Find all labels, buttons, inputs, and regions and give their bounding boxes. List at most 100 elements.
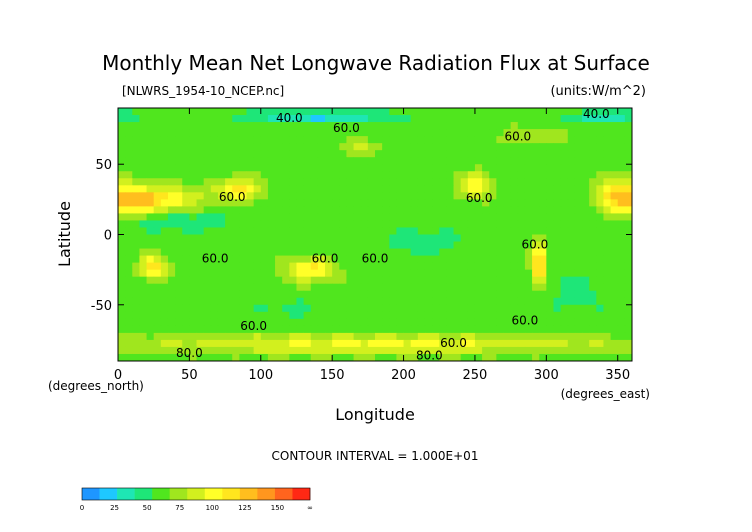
heatmap-cell [389, 143, 397, 151]
heatmap-cell [439, 213, 447, 221]
heatmap-cell [132, 143, 140, 151]
heatmap-cell [610, 199, 619, 207]
heatmap-cell [396, 262, 404, 271]
heatmap-cell [125, 143, 133, 151]
heatmap-cell [175, 311, 183, 320]
heatmap-cell [417, 143, 426, 151]
heatmap-cell [225, 122, 233, 130]
heatmap-cell [367, 332, 376, 341]
heatmap-cell [225, 283, 233, 292]
heatmap-cell [524, 122, 533, 130]
heatmap-cell [317, 234, 326, 242]
heatmap-cell [567, 136, 576, 144]
heatmap-cell [260, 171, 269, 179]
heatmap-cell [567, 318, 576, 327]
heatmap-cell [460, 129, 469, 137]
heatmap-cell [375, 150, 383, 158]
heatmap-cell [396, 185, 404, 193]
heatmap-cell [225, 213, 233, 221]
heatmap-cell [289, 178, 297, 186]
heatmap-cell [624, 157, 633, 165]
heatmap-cell [482, 339, 490, 348]
heatmap-cell [539, 346, 547, 355]
heatmap-cell [317, 325, 326, 334]
heatmap-cell [339, 346, 347, 355]
heatmap-cell [396, 325, 404, 334]
heatmap-cell [624, 283, 633, 292]
heatmap-cell [382, 129, 390, 137]
heatmap-cell [446, 311, 454, 320]
heatmap-cell [574, 171, 583, 179]
heatmap-cell [453, 283, 462, 292]
heatmap-cell [439, 283, 447, 292]
heatmap-cell [553, 192, 562, 200]
heatmap-cell [203, 325, 212, 334]
heatmap-cell [410, 129, 419, 137]
heatmap-cell [524, 220, 533, 228]
heatmap-cell [474, 304, 483, 313]
heatmap-cell [289, 164, 297, 172]
heatmap-cell [332, 213, 340, 221]
heatmap-cell [396, 255, 404, 264]
heatmap-cell [275, 171, 283, 179]
heatmap-cell [560, 283, 569, 292]
heatmap-cell [310, 262, 319, 271]
heatmap-cell [503, 304, 512, 313]
heatmap-cell [175, 283, 183, 292]
heatmap-cell [567, 129, 576, 137]
heatmap-cell [453, 311, 462, 320]
heatmap-cell [260, 353, 269, 362]
heatmap-cell [325, 213, 333, 221]
heatmap-cell [175, 318, 183, 327]
heatmap-cell [232, 199, 240, 207]
heatmap-cell [396, 311, 404, 320]
heatmap-cell [567, 108, 576, 116]
heatmap-cell [532, 220, 540, 228]
heatmap-cell [496, 339, 504, 348]
heatmap-cell [389, 220, 397, 228]
heatmap-cell [439, 136, 447, 144]
heatmap-cell [310, 129, 319, 137]
heatmap-cell [232, 248, 240, 256]
heatmap-cell [196, 241, 205, 249]
heatmap-cell [125, 150, 133, 158]
heatmap-cell [424, 122, 433, 130]
y-unit-label: (degrees_north) [48, 379, 144, 393]
heatmap-cell [510, 332, 519, 341]
heatmap-cell [239, 318, 247, 327]
heatmap-cell [132, 353, 140, 362]
heatmap-cell [118, 332, 126, 341]
heatmap-cell [210, 178, 219, 186]
heatmap-cell [289, 136, 297, 144]
heatmap-cell [332, 297, 340, 306]
heatmap-cell [332, 346, 340, 355]
heatmap-cell [325, 353, 333, 362]
heatmap-cell [303, 241, 312, 249]
heatmap-cell [375, 332, 383, 341]
contour-label: 40.0 [276, 111, 303, 125]
heatmap-cell [296, 276, 305, 285]
heatmap-cell [617, 318, 626, 327]
heatmap-cell [332, 234, 340, 242]
heatmap-cell [474, 325, 483, 334]
heatmap-cell [160, 115, 169, 123]
heatmap-cell [382, 171, 390, 179]
heatmap-cell [460, 143, 469, 151]
heatmap-cell [275, 248, 283, 256]
heatmap-cell [603, 157, 611, 165]
heatmap-cell [189, 122, 197, 130]
heatmap-cell [132, 122, 140, 130]
heatmap-cell [367, 136, 376, 144]
heatmap-cell [510, 318, 519, 327]
heatmap-cell [424, 353, 433, 362]
heatmap-cell [182, 220, 190, 228]
heatmap-cell [474, 353, 483, 362]
heatmap-cell [239, 220, 247, 228]
heatmap-cell [167, 297, 176, 306]
heatmap-cell [517, 234, 526, 242]
heatmap-cell [167, 332, 176, 341]
heatmap-cell [225, 115, 233, 123]
heatmap-cell [560, 255, 569, 264]
heatmap-cell [210, 150, 219, 158]
contour-label: 60.0 [202, 252, 229, 266]
